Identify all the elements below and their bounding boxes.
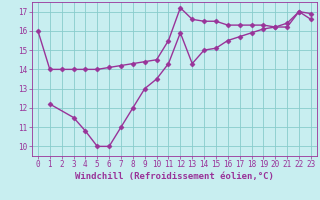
X-axis label: Windchill (Refroidissement éolien,°C): Windchill (Refroidissement éolien,°C) [75, 172, 274, 181]
